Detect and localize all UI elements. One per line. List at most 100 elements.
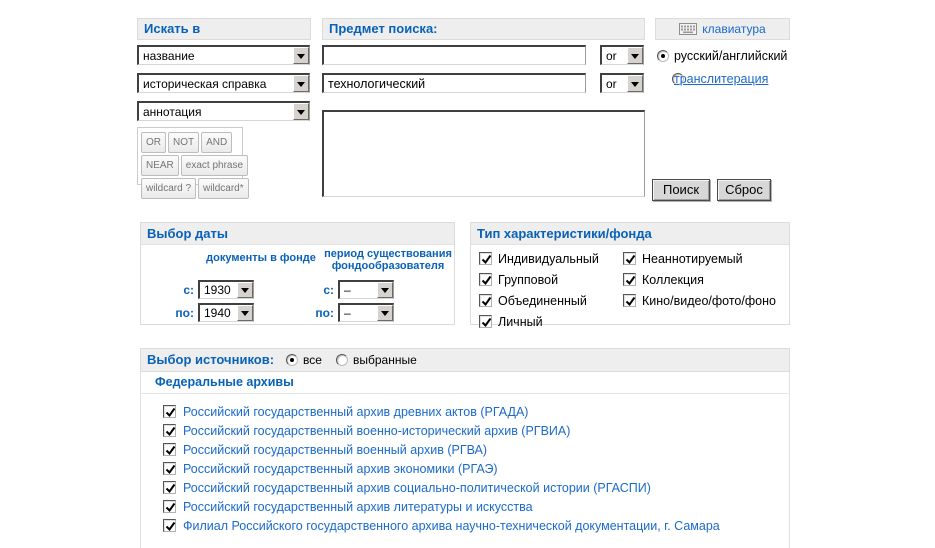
- operator-button[interactable]: wildcard ?: [141, 178, 197, 199]
- reset-button[interactable]: Сброс: [717, 179, 771, 201]
- search-field-select-1-value: название: [143, 49, 195, 63]
- fund-type-label: Групповой: [498, 272, 559, 287]
- archive-checkbox[interactable]: [163, 500, 176, 513]
- fund-type-header: Тип характеристики/фонда: [471, 223, 789, 245]
- keyboard-icon: [679, 23, 698, 35]
- dropdown-arrow-icon[interactable]: [293, 47, 309, 64]
- operator-button[interactable]: AND: [201, 132, 233, 153]
- radio-transliteration[interactable]: [672, 73, 685, 85]
- archive-link[interactable]: Российский государственный архив экономи…: [183, 461, 498, 476]
- archive-link[interactable]: Российский государственный военный архив…: [183, 442, 488, 457]
- archive-checkbox[interactable]: [163, 424, 176, 437]
- search-field-select-2-value: историческая справка: [143, 77, 267, 91]
- transliteration-link[interactable]: транслитерация: [674, 72, 769, 86]
- fund-type-checkbox[interactable]: [623, 294, 636, 307]
- docs-to-label: по:: [175, 306, 194, 320]
- archive-row: Филиал Российского государственного архи…: [163, 516, 789, 535]
- dropdown-arrow-icon[interactable]: [237, 305, 253, 321]
- archive-row: Российский государственный архив древних…: [163, 402, 789, 421]
- date-selection-panel: Выбор даты документы в фонде период суще…: [140, 222, 455, 325]
- search-term-textarea[interactable]: [322, 110, 645, 197]
- fund-type-row: Коллекция: [623, 269, 776, 290]
- search-field-select-1[interactable]: название: [137, 45, 310, 65]
- operator-button[interactable]: exact phrase: [180, 155, 249, 176]
- archive-link[interactable]: Филиал Российского государственного архи…: [183, 518, 720, 533]
- search-in-header-bar: Искать в: [137, 18, 311, 40]
- fund-type-label: Личный: [498, 314, 543, 329]
- sources-header-bar: Выбор источников: все выбранные: [140, 348, 790, 372]
- dropdown-arrow-icon[interactable]: [293, 103, 309, 120]
- archive-row: Российский государственный архив экономи…: [163, 459, 789, 478]
- federal-archives-header: Федеральные архивы: [141, 372, 789, 394]
- operator-button[interactable]: OR: [141, 132, 166, 153]
- archive-link[interactable]: Российский государственный архив литерат…: [183, 499, 533, 514]
- creator-to-select[interactable]: –: [338, 303, 394, 322]
- radio-all-label: все: [303, 353, 322, 367]
- sources-title: Выбор источников:: [147, 352, 275, 367]
- radio-selected-sources[interactable]: [335, 354, 348, 366]
- dropdown-arrow-icon[interactable]: [627, 75, 643, 92]
- fund-type-checkbox[interactable]: [479, 294, 492, 307]
- dropdown-arrow-icon[interactable]: [377, 305, 393, 321]
- date-panel-title: Выбор даты: [147, 226, 228, 241]
- docs-to-select[interactable]: 1940: [198, 303, 254, 322]
- keyboard-bar: клавиатура: [655, 18, 790, 40]
- search-term-input-2[interactable]: [322, 73, 586, 93]
- fund-type-checkbox[interactable]: [479, 315, 492, 328]
- radio-russian-english[interactable]: [657, 50, 669, 62]
- dropdown-arrow-icon[interactable]: [627, 47, 643, 64]
- creator-period-label: период существования фондообразователя: [324, 248, 452, 272]
- creator-from-value: –: [344, 283, 351, 297]
- archive-checkbox[interactable]: [163, 405, 176, 418]
- operator-select-1[interactable]: or: [600, 45, 644, 65]
- radio-selected-label: выбранные: [352, 353, 417, 367]
- creator-from-select[interactable]: –: [338, 280, 394, 299]
- search-field-select-2[interactable]: историческая справка: [137, 73, 310, 93]
- fund-type-checkbox[interactable]: [479, 273, 492, 286]
- dropdown-arrow-icon[interactable]: [293, 75, 309, 92]
- archive-checkbox[interactable]: [163, 443, 176, 456]
- archive-checkbox[interactable]: [163, 462, 176, 475]
- operator-select-2[interactable]: or: [600, 73, 644, 93]
- dropdown-arrow-icon[interactable]: [377, 282, 393, 298]
- creator-to-label: по:: [315, 306, 334, 320]
- fund-type-checkbox[interactable]: [479, 252, 492, 265]
- fund-type-label: Объединенный: [498, 293, 587, 308]
- archive-link[interactable]: Российский государственный архив социаль…: [183, 480, 651, 495]
- archive-link[interactable]: Российский государственный архив древних…: [183, 404, 529, 419]
- fund-type-checkbox[interactable]: [623, 252, 636, 265]
- docs-to-value: 1940: [204, 306, 231, 320]
- keyboard-link[interactable]: клавиатура: [679, 19, 766, 39]
- docs-from-label: с:: [183, 283, 194, 297]
- search-button[interactable]: Поиск: [652, 179, 710, 201]
- operator-button[interactable]: wildcard*: [198, 178, 249, 199]
- search-field-select-3[interactable]: аннотация: [137, 101, 310, 121]
- archive-row: Российский государственный архив литерат…: [163, 497, 789, 516]
- docs-from-select[interactable]: 1930: [198, 280, 254, 299]
- fund-type-label: Неаннотируемый: [642, 251, 743, 266]
- fund-type-label: Коллекция: [642, 272, 704, 287]
- radio-all-sources[interactable]: [286, 354, 299, 366]
- dropdown-arrow-icon[interactable]: [237, 282, 253, 298]
- search-term-input-1[interactable]: [322, 45, 586, 65]
- archive-link[interactable]: Российский государственный военно-истори…: [183, 423, 571, 438]
- fund-type-row: Кино/видео/фото/фоно: [623, 290, 776, 311]
- fund-type-right-column: Неаннотируемый Коллекция Кино/видео/фото…: [623, 248, 776, 311]
- keyboard-label: клавиатура: [702, 22, 766, 36]
- creator-from-label: с:: [323, 283, 334, 297]
- fund-type-row: Индивидуальный: [479, 248, 599, 269]
- operator-button[interactable]: NEAR: [141, 155, 179, 176]
- operator-row-2: NEAR exact phrase: [140, 154, 249, 177]
- sources-section: Выбор источников: все выбранные Федераль…: [140, 348, 790, 548]
- fund-type-left-column: Индивидуальный Групповой Объединенный Ли…: [479, 248, 599, 332]
- creator-to-value: –: [344, 306, 351, 320]
- archive-checkbox[interactable]: [163, 481, 176, 494]
- archives-list: Российский государственный архив древних…: [141, 394, 789, 535]
- operator-button[interactable]: NOT: [168, 132, 200, 153]
- date-panel-header: Выбор даты: [141, 223, 454, 245]
- federal-archives-title: Федеральные архивы: [155, 375, 294, 389]
- radio-russian-english-label: русский/английский: [674, 49, 788, 63]
- archive-checkbox[interactable]: [163, 519, 176, 532]
- fund-type-checkbox[interactable]: [623, 273, 636, 286]
